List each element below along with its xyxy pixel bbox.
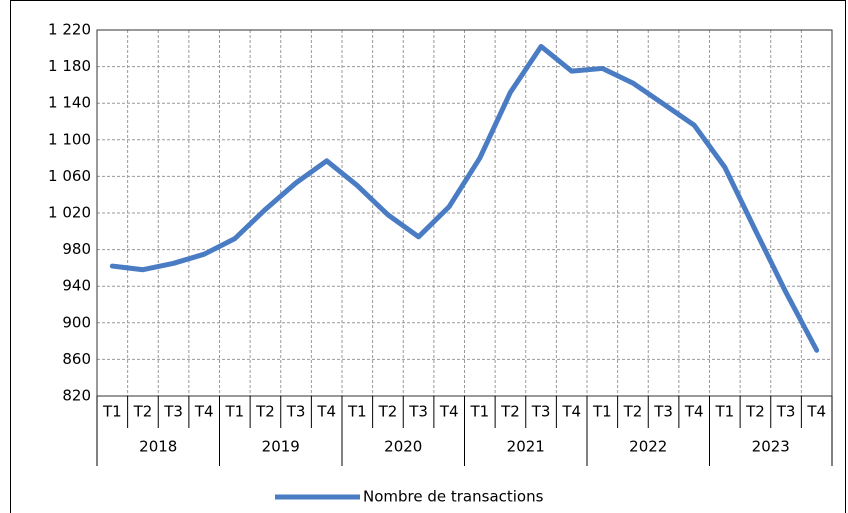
x-tick-label: T3: [163, 403, 183, 421]
x-group-label: 2022: [629, 438, 667, 456]
y-tick-label: 1 220: [48, 21, 91, 39]
y-tick-label: 1 060: [48, 167, 91, 185]
y-tick-label: 1 100: [48, 130, 91, 148]
x-tick-label: T1: [224, 403, 244, 421]
x-group-label: 2018: [139, 438, 177, 456]
y-tick-label: 980: [62, 240, 91, 258]
x-tick-label: T1: [347, 403, 367, 421]
x-tick-label: T2: [623, 403, 643, 421]
x-tick-label: T4: [806, 403, 826, 421]
x-tick-label: T1: [469, 403, 489, 421]
x-tick-label: T2: [500, 403, 520, 421]
x-group-label: 2019: [262, 438, 300, 456]
x-tick-label: T1: [592, 403, 612, 421]
x-tick-label: T4: [439, 403, 459, 421]
x-tick-label: T4: [194, 403, 214, 421]
x-tick-label: T3: [286, 403, 306, 421]
y-tick-label: 1 020: [48, 204, 91, 222]
x-tick-label: T4: [684, 403, 704, 421]
y-tick-label: 900: [62, 313, 91, 331]
x-group-label: 2021: [507, 438, 545, 456]
x-tick-label: T3: [776, 403, 796, 421]
x-group-label: 2023: [752, 438, 790, 456]
x-tick-label: T4: [561, 403, 581, 421]
y-tick-label: 1 140: [48, 94, 91, 112]
x-tick-label: T2: [133, 403, 153, 421]
x-tick-label: T3: [408, 403, 428, 421]
x-tick-label: T4: [316, 403, 336, 421]
x-tick-label: T2: [745, 403, 765, 421]
x-group-label: 2020: [384, 438, 422, 456]
x-tick-label: T3: [653, 403, 673, 421]
line-series: [109, 43, 820, 353]
x-tick-label: T2: [378, 403, 398, 421]
y-tick-label: 940: [62, 277, 91, 295]
x-tick-label: T3: [531, 403, 551, 421]
x-tick-label: T2: [255, 403, 275, 421]
chart-frame: [10, 0, 846, 513]
x-tick-label: T1: [714, 403, 734, 421]
legend-label: Nombre de transactions: [363, 488, 544, 506]
y-tick-label: 860: [62, 350, 91, 368]
x-tick-label: T1: [102, 403, 122, 421]
y-tick-label: 820: [62, 387, 91, 405]
y-tick-label: 1 180: [48, 57, 91, 75]
